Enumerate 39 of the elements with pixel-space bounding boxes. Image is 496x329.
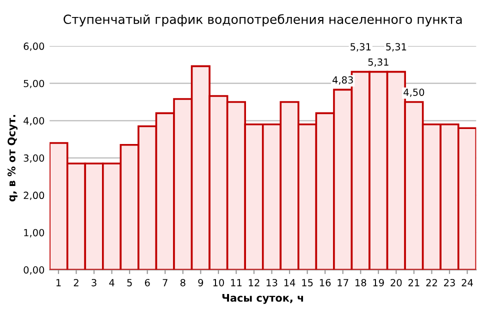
y-axis-title: q, в % от Qсут. bbox=[8, 115, 18, 202]
data-label: 4,50 bbox=[404, 88, 424, 97]
x-tick-label: 2 bbox=[74, 278, 78, 286]
x-tick-label: 10 bbox=[213, 278, 224, 286]
x-tick-label: 13 bbox=[266, 278, 278, 286]
data-label: 4,83 bbox=[332, 76, 353, 85]
x-tick-label: 11 bbox=[231, 279, 242, 286]
x-tick-label: 16 bbox=[320, 278, 331, 286]
x-axis-title: Часы суток, ч bbox=[222, 294, 304, 304]
x-tick-label: 24 bbox=[462, 278, 473, 286]
data-label: 5,31 bbox=[386, 43, 406, 52]
chart-title: Ступенчатый график водопотребления населенного пункта bbox=[64, 14, 462, 26]
y-tick-label: 6,00 bbox=[24, 42, 44, 51]
x-tick-label: 7 bbox=[162, 279, 168, 286]
y-tick-label: 0,00 bbox=[24, 266, 44, 275]
x-tick-label: 1 bbox=[56, 279, 61, 286]
data-label: 5,31 bbox=[350, 43, 371, 52]
x-tick-label: 12 bbox=[248, 278, 260, 286]
x-tick-label: 20 bbox=[390, 278, 402, 286]
x-tick-label: 14 bbox=[284, 279, 296, 286]
x-tick-label: 19 bbox=[373, 278, 384, 286]
x-tick-label: 22 bbox=[426, 278, 437, 286]
x-tick-label: 3 bbox=[92, 278, 96, 286]
x-tick-label: 18 bbox=[356, 278, 366, 286]
x-tick-label: 8 bbox=[180, 278, 186, 286]
x-tick-label: 23 bbox=[444, 278, 455, 286]
x-tick-label: 15 bbox=[302, 279, 313, 286]
y-tick-label: 3,00 bbox=[24, 154, 44, 163]
x-tick-label: 4 bbox=[109, 279, 114, 286]
x-tick-label: 6 bbox=[144, 278, 150, 286]
y-tick-label: 5,00 bbox=[24, 80, 44, 88]
x-tick-label: 5 bbox=[127, 279, 132, 286]
x-tick-label: 9 bbox=[198, 278, 204, 286]
x-tick-label: 21 bbox=[408, 278, 420, 286]
x-tick-label: 17 bbox=[338, 279, 348, 286]
y-tick-label: 2,00 bbox=[24, 192, 44, 200]
y-tick-label: 4,00 bbox=[24, 117, 44, 126]
data-label: 5,31 bbox=[368, 58, 388, 67]
y-tick-label: 1,00 bbox=[24, 228, 44, 238]
